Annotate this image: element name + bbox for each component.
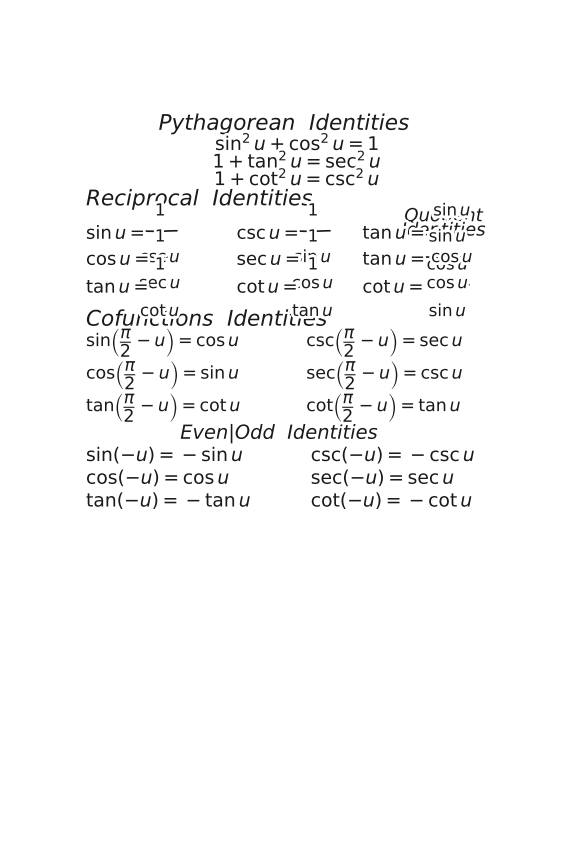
- Text: $\sin u$: $\sin u$: [433, 203, 472, 220]
- Text: $\sin^2 u + \cos^2 u = 1$: $\sin^2 u + \cos^2 u = 1$: [215, 133, 379, 155]
- Text: $\csc u$: $\csc u$: [139, 249, 181, 267]
- Text: $\cot(-u) = -\cot u$: $\cot(-u) = -\cot u$: [311, 490, 473, 511]
- Text: $\cot u = $: $\cot u = $: [237, 279, 298, 297]
- Text: $\cos u$: $\cos u$: [427, 275, 469, 293]
- Text: $\sin u$: $\sin u$: [294, 249, 332, 267]
- Text: $\sec(-u) = \sec u$: $\sec(-u) = \sec u$: [311, 468, 455, 489]
- Text: $\csc\!\left(\dfrac{\pi}{2}-u\right) = \sec u$: $\csc\!\left(\dfrac{\pi}{2}-u\right) = \…: [306, 327, 464, 360]
- Text: 1: 1: [155, 257, 165, 274]
- Text: Cofunctions  Identities: Cofunctions Identities: [86, 311, 327, 330]
- Text: $\sec u = $: $\sec u = $: [237, 252, 300, 269]
- Text: $\cos\!\left(\dfrac{\pi}{2}-u\right) = \sin u$: $\cos\!\left(\dfrac{\pi}{2}-u\right) = \…: [86, 359, 241, 392]
- Text: $\tan u = $: $\tan u = $: [362, 225, 425, 244]
- Text: 1: 1: [307, 228, 318, 246]
- Text: $\cos u$: $\cos u$: [431, 249, 473, 267]
- Text: $\sin(-u) = -\sin u$: $\sin(-u) = -\sin u$: [86, 445, 244, 466]
- Text: $\sin u$: $\sin u$: [429, 303, 467, 321]
- Text: $\tan u = $: $\tan u = $: [362, 252, 425, 269]
- Text: $\sin\!\left(\dfrac{\pi}{2}-u\right) = \cos u$: $\sin\!\left(\dfrac{\pi}{2}-u\right) = \…: [86, 327, 241, 360]
- Text: 1: 1: [307, 203, 318, 220]
- Text: Identities: Identities: [401, 222, 485, 241]
- Text: 1: 1: [307, 257, 318, 274]
- Text: $\cos u = $: $\cos u = $: [86, 252, 149, 269]
- Text: $\sin u$: $\sin u$: [429, 228, 467, 246]
- Text: $\cos(-u) = \cos u$: $\cos(-u) = \cos u$: [86, 468, 230, 489]
- Text: $\cot u = $: $\cot u = $: [362, 279, 423, 297]
- Text: 1: 1: [155, 228, 165, 246]
- Text: $\sec\!\left(\dfrac{\pi}{2}-u\right) = \csc u$: $\sec\!\left(\dfrac{\pi}{2}-u\right) = \…: [306, 359, 464, 392]
- Text: $\tan u = $: $\tan u = $: [86, 279, 148, 297]
- Text: $\cot\!\left(\dfrac{\pi}{2}-u\right) = \tan u$: $\cot\!\left(\dfrac{\pi}{2}-u\right) = \…: [306, 392, 462, 425]
- Text: $\sin u = $: $\sin u = $: [86, 225, 145, 244]
- Text: $\csc u = $: $\csc u = $: [237, 225, 299, 244]
- Text: $\tan\!\left(\dfrac{\pi}{2}-u\right) = \cot u$: $\tan\!\left(\dfrac{\pi}{2}-u\right) = \…: [86, 392, 242, 425]
- Text: $\tan(-u) = -\tan u$: $\tan(-u) = -\tan u$: [86, 490, 252, 511]
- Text: Quotient: Quotient: [404, 208, 483, 226]
- Text: $1 + \cot^2 u = \csc^2 u$: $1 + \cot^2 u = \csc^2 u$: [214, 169, 380, 190]
- Text: $\sec u$: $\sec u$: [139, 275, 182, 293]
- Text: $\csc(-u) = -\csc u$: $\csc(-u) = -\csc u$: [311, 445, 476, 466]
- Text: $\cos u$: $\cos u$: [427, 257, 469, 274]
- Text: $\tan u$: $\tan u$: [292, 303, 334, 321]
- Text: $\cot u$: $\cot u$: [140, 303, 180, 321]
- Text: Pythagorean  Identities: Pythagorean Identities: [158, 115, 409, 135]
- Text: $\cos u$: $\cos u$: [292, 275, 334, 293]
- Text: Reciprocal  Identities: Reciprocal Identities: [86, 190, 313, 210]
- Text: Even|Odd  Identities: Even|Odd Identities: [180, 425, 378, 444]
- Text: $1 + \tan^2 u = \sec^2 u$: $1 + \tan^2 u = \sec^2 u$: [212, 151, 382, 172]
- Text: 1: 1: [155, 203, 165, 220]
